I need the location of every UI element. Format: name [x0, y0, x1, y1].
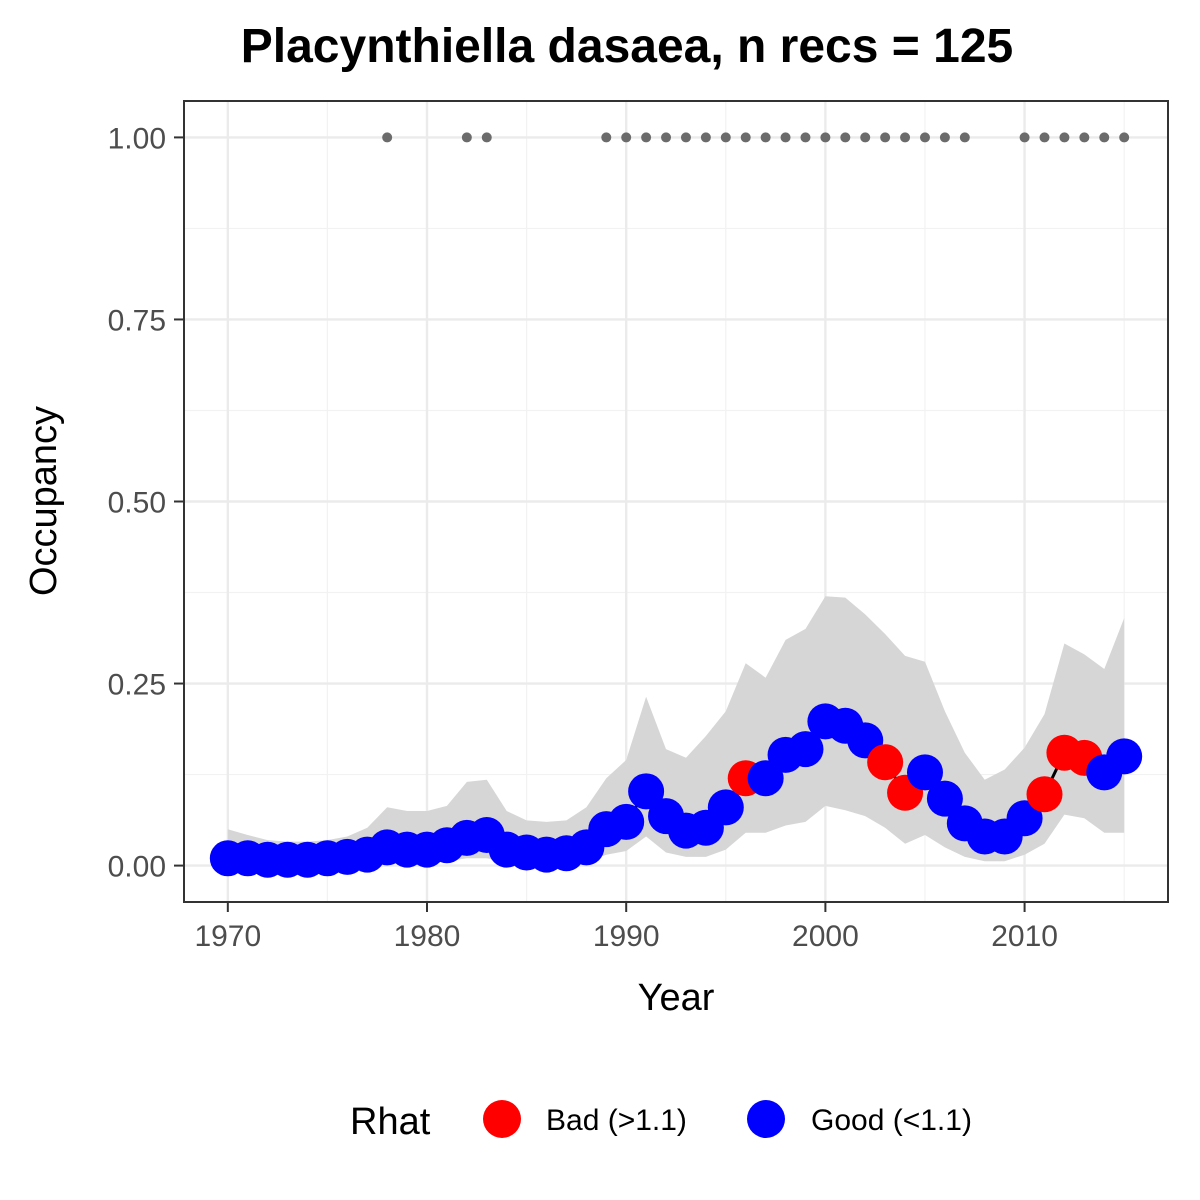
y-tick-label: 0.25 — [108, 669, 166, 702]
record-point — [820, 132, 831, 143]
record-point — [740, 132, 751, 143]
record-point — [481, 132, 492, 143]
occupancy-point-good — [1006, 800, 1043, 837]
legend: Rhat Bad (>1.1) Good (<1.1) — [350, 1100, 972, 1143]
record-point — [939, 132, 950, 143]
record-point — [1119, 132, 1130, 143]
record-point — [601, 132, 612, 143]
axes-layer: 1970 1980 1990 2000 2010 0.00 0.25 0.50 0.75 1.00 — [108, 122, 1058, 953]
y-tick-label: 0.00 — [108, 851, 166, 884]
record-point — [661, 132, 672, 143]
record-point — [1019, 132, 1030, 143]
y-tick-label: 0.75 — [108, 304, 166, 337]
record-point — [621, 132, 632, 143]
legend-bad-key — [483, 1100, 521, 1138]
x-tick-label: 1990 — [593, 920, 660, 953]
occupancy-point-good — [608, 803, 645, 840]
occupancy-point-bad — [1026, 776, 1063, 813]
x-axis-title: Year — [638, 977, 715, 1019]
record-point — [840, 132, 851, 143]
occupancy-point-good — [707, 789, 744, 826]
occupancy-point-good — [906, 754, 943, 791]
occupancy-point-good — [1106, 738, 1143, 775]
occupancy-point-good — [787, 731, 824, 768]
record-point — [1099, 132, 1110, 143]
record-point — [1039, 132, 1050, 143]
occupancy-points-layer — [209, 703, 1143, 878]
record-point — [919, 132, 930, 143]
x-tick-label: 1980 — [394, 920, 461, 953]
x-tick-label: 1970 — [194, 920, 261, 953]
record-point — [641, 132, 652, 143]
records-layer — [382, 132, 1130, 143]
occupancy-point-good — [628, 773, 665, 810]
y-tick-label: 0.50 — [108, 487, 166, 520]
legend-title: Rhat — [350, 1101, 431, 1143]
occupancy-point-bad — [867, 744, 904, 781]
x-tick-label: 2000 — [792, 920, 859, 953]
record-point — [382, 132, 393, 143]
record-point — [860, 132, 871, 143]
record-point — [880, 132, 891, 143]
occupancy-point-good — [926, 780, 963, 817]
legend-good-label: Good (<1.1) — [811, 1104, 972, 1137]
record-point — [700, 132, 711, 143]
record-point — [1059, 132, 1070, 143]
record-point — [720, 132, 731, 143]
legend-good-key — [747, 1100, 785, 1138]
x-tick-label: 2010 — [991, 920, 1058, 953]
record-point — [780, 132, 791, 143]
record-point — [900, 132, 911, 143]
chart-title: Placynthiella dasaea, n recs = 125 — [241, 20, 1013, 73]
record-point — [760, 132, 771, 143]
record-point — [959, 132, 970, 143]
y-tick-label: 1.00 — [108, 122, 166, 155]
record-point — [680, 132, 691, 143]
record-point — [800, 132, 811, 143]
y-axis-title: Occupancy — [23, 406, 65, 596]
record-point — [1079, 132, 1090, 143]
record-point — [461, 132, 472, 143]
legend-bad-label: Bad (>1.1) — [546, 1104, 687, 1137]
